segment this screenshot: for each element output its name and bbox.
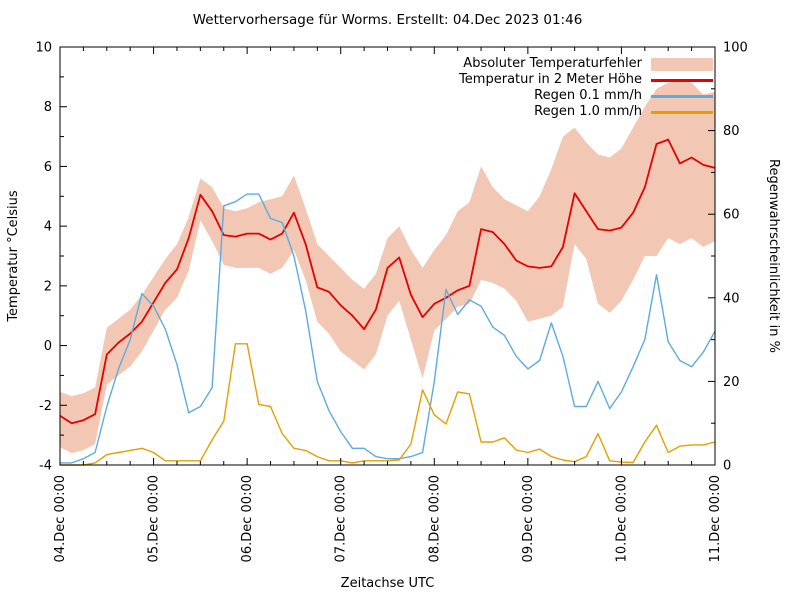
legend-label: Regen 1.0 mm/h	[534, 104, 642, 119]
svg-text:6: 6	[44, 160, 52, 175]
svg-text:60: 60	[723, 208, 740, 223]
svg-text:20: 20	[723, 375, 740, 390]
band-swatch-icon	[651, 57, 713, 71]
svg-text:05.Dec 00:00: 05.Dec 00:00	[147, 475, 162, 562]
svg-text:08.Dec 00:00: 08.Dec 00:00	[427, 475, 442, 562]
y-left-axis-title: Temperatur °Celsius	[6, 190, 21, 323]
svg-text:11.Dec 00:00: 11.Dec 00:00	[708, 475, 723, 562]
y-right-ticks	[708, 46, 715, 466]
svg-text:06.Dec 00:00: 06.Dec 00:00	[240, 475, 255, 562]
svg-text:10: 10	[35, 41, 52, 56]
rain01-line	[60, 193, 716, 464]
legend-item-rain10: Regen 1.0 mm/h	[459, 104, 713, 120]
y-right-axis-title: Regenwahrscheinlichkeit in %	[766, 159, 781, 353]
legend-label: Regen 0.1 mm/h	[534, 88, 642, 103]
legend-label: Absoluter Temperaturfehler	[463, 56, 642, 71]
orange-line-swatch-icon	[651, 110, 713, 114]
svg-text:4: 4	[44, 220, 52, 235]
y-left-tick-labels: -4 -2 0 2 4 6 8 10	[35, 41, 52, 474]
y-left-ticks	[60, 46, 67, 466]
legend-label: Temperatur in 2 Meter Höhe	[459, 72, 642, 87]
svg-text:-2: -2	[39, 399, 52, 414]
temperature-error-band	[60, 79, 715, 454]
svg-text:Temperatur °Celsius: Temperatur °Celsius	[6, 190, 21, 323]
svg-text:80: 80	[723, 124, 740, 139]
y-right-tick-labels: 0 20 40 60 80 100	[723, 41, 748, 474]
blue-line-swatch-icon	[651, 94, 713, 98]
svg-text:0: 0	[44, 339, 52, 354]
legend-item-temperature-error: Absoluter Temperaturfehler	[459, 56, 713, 72]
legend-item-rain01: Regen 0.1 mm/h	[459, 88, 713, 104]
legend-item-temperature: Temperatur in 2 Meter Höhe	[459, 72, 713, 88]
svg-text:40: 40	[723, 291, 740, 306]
x-axis-tick-labels: 04.Dec 00:00 05.Dec 00:00 06.Dec 00:00 07.D…	[53, 475, 723, 562]
x-axis-title: Zeitachse UTC	[340, 576, 435, 591]
svg-text:0: 0	[723, 459, 731, 474]
red-line-swatch-icon	[651, 78, 713, 82]
chart-title: Wettervorhersage für Worms. Erstellt: 04…	[192, 12, 583, 28]
svg-text:04.Dec 00:00: 04.Dec 00:00	[53, 475, 68, 562]
legend: Absoluter Temperaturfehler Temperatur in…	[459, 56, 713, 120]
svg-text:2: 2	[44, 279, 52, 294]
rain10-line	[60, 343, 716, 466]
x-axis-ticks	[59, 47, 716, 465]
svg-text:07.Dec 00:00: 07.Dec 00:00	[334, 475, 349, 562]
svg-text:10.Dec 00:00: 10.Dec 00:00	[614, 475, 629, 562]
temperature-line	[59, 138, 716, 425]
svg-text:8: 8	[44, 100, 52, 115]
svg-text:09.Dec 00:00: 09.Dec 00:00	[521, 475, 536, 562]
svg-text:100: 100	[723, 41, 748, 56]
svg-text:Regenwahrscheinlichkeit in %: Regenwahrscheinlichkeit in %	[766, 159, 781, 353]
svg-text:-4: -4	[39, 459, 52, 474]
